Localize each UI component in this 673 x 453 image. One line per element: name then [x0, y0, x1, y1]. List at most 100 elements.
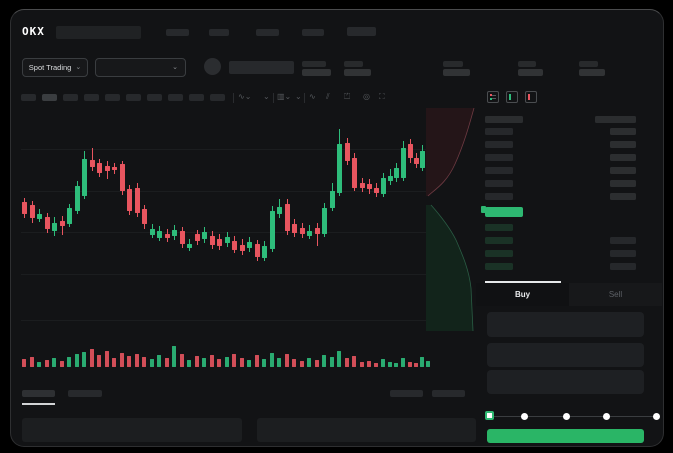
bottom-right-button[interactable]	[390, 390, 423, 397]
search-input[interactable]	[56, 26, 141, 39]
amount-slider[interactable]	[490, 416, 656, 417]
slider-handle-active[interactable]	[485, 411, 494, 420]
ask-price-bar[interactable]	[485, 128, 513, 135]
volume-bar	[120, 353, 124, 367]
mode-selector-dropdown[interactable]: Spot Trading ⌄	[22, 58, 88, 77]
chart-type-menu-icon[interactable]: ⌄	[295, 92, 302, 101]
tab-sell[interactable]: Sell	[608, 290, 623, 299]
volume-bar	[367, 361, 371, 367]
order-input-field[interactable]	[487, 343, 644, 367]
order-input-field[interactable]	[487, 312, 644, 337]
nav-item[interactable]	[256, 29, 279, 36]
stat-label	[579, 61, 598, 67]
volume-bar	[105, 351, 109, 367]
candle-body	[172, 230, 177, 236]
volume-bar	[45, 360, 49, 367]
bid-amount-bar	[610, 250, 636, 257]
okx-logo[interactable]: OKX	[22, 25, 45, 38]
slider-stop[interactable]	[520, 412, 528, 420]
slider-stop[interactable]	[562, 412, 570, 420]
indicators-icon[interactable]: ∿⌄	[238, 92, 252, 101]
nav-item[interactable]	[347, 27, 376, 36]
orderbook-both-icon[interactable]	[487, 91, 499, 103]
candle-body	[195, 234, 200, 241]
pair-selector-dropdown[interactable]: ⌄	[95, 58, 186, 77]
submit-buy-button[interactable]	[487, 429, 644, 443]
bid-price-bar[interactable]	[485, 250, 513, 257]
slider-stop[interactable]	[652, 412, 660, 420]
candle-body	[112, 167, 117, 170]
fullscreen-icon[interactable]: ⛶	[379, 92, 385, 101]
volume-bar	[307, 358, 311, 367]
price-chart[interactable]	[21, 111, 431, 341]
order-input-field[interactable]	[487, 370, 644, 394]
orderbook-asks-icon[interactable]	[525, 91, 537, 103]
nav-item[interactable]	[302, 29, 324, 36]
timeframe-button[interactable]	[126, 94, 141, 101]
volume-bar	[408, 362, 412, 367]
ask-price-bar[interactable]	[485, 141, 513, 148]
ask-amount-bar	[610, 167, 636, 174]
chart-settings-icon[interactable]: ◎	[363, 92, 370, 101]
candle-body	[180, 231, 185, 244]
chart-gridline	[21, 149, 431, 150]
slider-stop[interactable]	[602, 412, 610, 420]
volume-bar	[82, 352, 86, 367]
volume-bar	[172, 346, 176, 367]
ask-amount-bar	[610, 128, 636, 135]
chart-type-icon[interactable]: ▥⌄	[277, 92, 292, 101]
volume-bar	[75, 354, 79, 367]
chart-gridline	[21, 232, 431, 233]
bottom-active-tab-underline	[22, 403, 55, 405]
bottom-panel	[22, 418, 242, 442]
volume-bar	[300, 361, 304, 367]
candle-body	[360, 183, 365, 188]
orderbook-last-price-bar	[485, 207, 523, 217]
candle-body	[52, 223, 57, 231]
nav-item[interactable]	[166, 29, 189, 36]
volume-bar	[187, 360, 191, 367]
volume-bar	[180, 354, 184, 367]
candle-body	[262, 246, 267, 258]
candle-body	[388, 176, 393, 181]
timeframe-button[interactable]	[189, 94, 204, 101]
ask-price-bar[interactable]	[485, 167, 513, 174]
candle-body	[165, 234, 170, 238]
timeframe-button[interactable]	[21, 94, 36, 101]
bottom-tab[interactable]	[22, 390, 55, 397]
ask-price-bar[interactable]	[485, 193, 513, 200]
bid-price-bar[interactable]	[485, 237, 513, 244]
draw-tool-icon[interactable]: ⫽	[326, 92, 330, 101]
timeframe-button[interactable]	[210, 94, 225, 101]
tab-buy[interactable]: Buy	[476, 283, 569, 306]
timeframe-button[interactable]	[84, 94, 99, 101]
volume-bar	[381, 359, 385, 367]
candle-body	[97, 163, 102, 173]
stat-value	[344, 69, 371, 76]
timeframe-button[interactable]	[105, 94, 120, 101]
line-tool-icon[interactable]: ∿	[309, 92, 316, 101]
candle-body	[337, 144, 342, 193]
ask-price-bar[interactable]	[485, 154, 513, 161]
trade-tabs: Buy Sell	[476, 283, 662, 306]
bottom-tab[interactable]	[68, 390, 102, 397]
ask-price-bar[interactable]	[485, 180, 513, 187]
volume-bar	[135, 354, 139, 367]
candle-body	[367, 184, 372, 189]
nav-item[interactable]	[209, 29, 229, 36]
ask-amount-bar	[610, 180, 636, 187]
volume-bar	[225, 357, 229, 367]
timeframe-button[interactable]	[42, 94, 57, 101]
indicator-menu-icon[interactable]: ⌄	[263, 92, 270, 101]
orderbook-bids-icon[interactable]	[506, 91, 518, 103]
bid-price-bar[interactable]	[485, 224, 513, 231]
volume-bar	[210, 355, 214, 367]
timeframe-button[interactable]	[168, 94, 183, 101]
candle-body	[315, 228, 320, 234]
timeframe-button[interactable]	[147, 94, 162, 101]
bid-price-bar[interactable]	[485, 263, 513, 270]
bid-amount-bar	[610, 237, 636, 244]
bottom-right-button[interactable]	[432, 390, 465, 397]
snapshot-icon[interactable]: ⏍	[344, 92, 351, 101]
timeframe-button[interactable]	[63, 94, 78, 101]
